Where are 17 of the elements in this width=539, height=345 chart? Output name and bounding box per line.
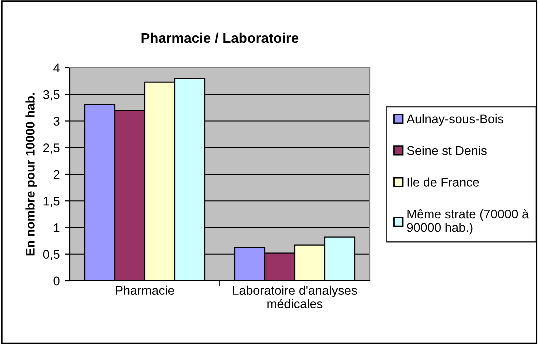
y-tick-label: 0 (54, 276, 60, 286)
y-tick-label: 1,5 (44, 197, 60, 208)
y-tick-label: 2 (54, 170, 60, 180)
legend-label: Ile de France (408, 178, 480, 187)
y-tick-label: 0,5 (43, 250, 60, 261)
y-axis-title: En nombre pour 10000 hab. (26, 93, 38, 256)
legend-label: Même strate (70000 à 90000 hab.) (407, 209, 530, 235)
y-tick-label: 3 (54, 117, 60, 126)
chart-title: Pharmacie / Laboratoire (142, 32, 299, 44)
y-tick-label: 4 (54, 64, 60, 73)
legend-label: Aulnay-sous-Bois (406, 114, 504, 126)
x-tick-label: Pharmacie (116, 286, 174, 296)
x-tick-label: Laboratoire d'analyses médicales (233, 286, 358, 309)
y-tick-label: 3,5 (43, 90, 60, 101)
legend-label: Seine st Denis (407, 146, 487, 156)
y-tick-label: 1 (54, 224, 60, 232)
y-tick-label: 2,5 (44, 144, 60, 154)
